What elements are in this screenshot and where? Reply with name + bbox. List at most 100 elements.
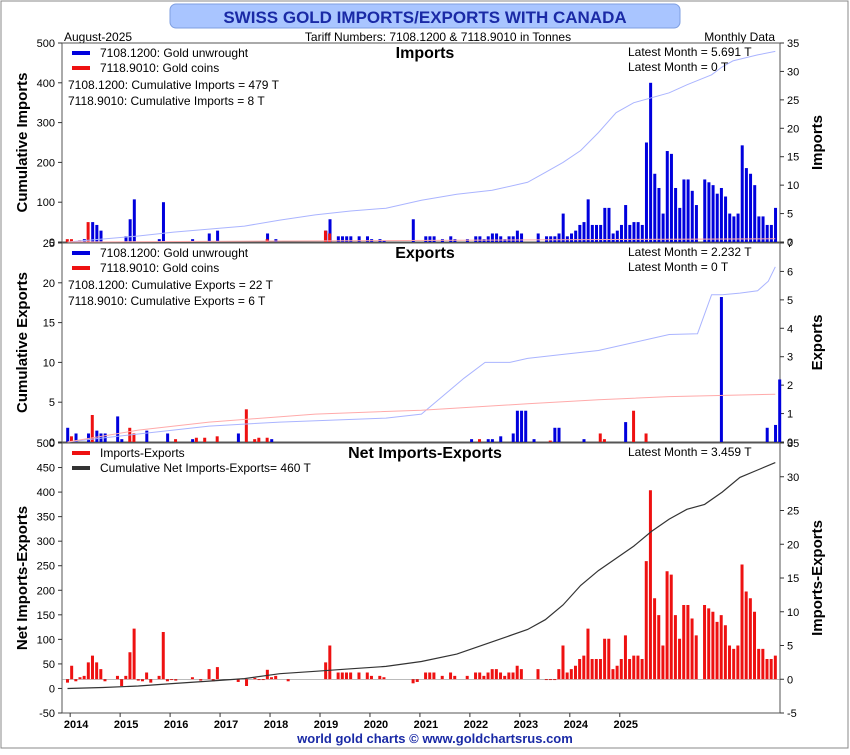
chart-title: SWISS GOLD IMPORTS/EXPORTS WITH CANADA	[223, 8, 626, 27]
x-tick-label: 2021	[414, 719, 438, 731]
bar-series1	[765, 224, 769, 242]
bar-series1	[349, 236, 353, 242]
bar-series1	[732, 648, 736, 680]
bar-series1	[748, 598, 752, 680]
latest-month-label: Latest Month = 2.232 T	[628, 245, 752, 259]
x-tick-label: 2018	[264, 719, 288, 731]
bar-series1	[453, 675, 457, 680]
bar-series1	[615, 230, 619, 242]
bar-series1	[665, 151, 669, 242]
bar-series1	[694, 635, 698, 680]
bar-series1	[344, 672, 348, 680]
x-tick-label: 2016	[164, 719, 188, 731]
bar-series1	[411, 219, 415, 242]
left-tick-label: 50	[43, 659, 55, 671]
bar-series1	[428, 672, 432, 680]
bar-series1	[557, 427, 561, 442]
right-tick-label: 15	[787, 152, 799, 164]
bar-series1	[732, 216, 736, 242]
bar-series1	[266, 233, 270, 242]
bar-series1	[257, 679, 261, 681]
bar-series1	[636, 222, 640, 242]
bar-series1	[357, 672, 361, 680]
left-axis-title: Cumulative Imports	[14, 72, 31, 212]
right-tick-label: 0	[787, 437, 793, 449]
bar-series1	[536, 669, 540, 680]
tariff-label: Tariff Numbers: 7108.1200 & 7118.9010 in…	[305, 30, 571, 44]
latest-month-label: Latest Month = 5.691 T	[628, 45, 752, 59]
bar-series1	[570, 233, 574, 242]
bar-series1	[432, 672, 436, 680]
bar-series1	[628, 224, 632, 242]
bar-series1	[757, 648, 761, 680]
legend-swatch	[72, 251, 90, 255]
bar-series1	[582, 655, 586, 680]
bar-series1	[640, 659, 644, 680]
bar-series1	[619, 659, 623, 680]
bar-series1	[686, 605, 690, 680]
left-tick-label: 100	[37, 634, 55, 646]
bar-series1	[582, 222, 586, 242]
bar-series1	[719, 615, 723, 680]
bar-series1	[594, 659, 598, 680]
bar-series1	[536, 233, 540, 242]
right-axis-title: Imports	[809, 115, 826, 170]
bar-series1	[607, 638, 611, 680]
right-tick-label: 35	[787, 38, 799, 50]
bar-series1	[511, 236, 515, 242]
bar-series1	[136, 679, 140, 681]
bar-series1	[91, 222, 95, 242]
left-tick-label: 400	[37, 78, 55, 90]
bar-series1	[369, 675, 373, 680]
bar-series1	[507, 672, 511, 680]
bar-series1	[365, 236, 369, 242]
bar-series1	[486, 672, 490, 680]
bar-series2	[194, 437, 198, 442]
bar-series1	[124, 675, 128, 680]
latest-month-label: Latest Month = 3.459 T	[628, 445, 752, 459]
left-axis-title: Cumulative Exports	[14, 272, 31, 413]
bar-series1	[382, 677, 386, 680]
bar-series1	[774, 424, 778, 442]
bar-series1	[724, 196, 728, 242]
x-tick-label: 2014	[64, 719, 89, 731]
bar-series1	[678, 638, 682, 680]
bar-series1	[124, 236, 128, 242]
bar-series1	[336, 672, 340, 680]
bar-series1	[545, 236, 549, 242]
bar-series1	[95, 224, 99, 242]
bar-series2	[644, 433, 648, 442]
bar-series1	[78, 677, 82, 680]
bar-series2	[132, 433, 136, 442]
bar-series1	[765, 427, 769, 442]
bar-series1	[648, 490, 652, 680]
left-tick-label: 100	[37, 197, 55, 209]
left-tick-label: 300	[37, 536, 55, 548]
bar-series1	[757, 216, 761, 242]
bar-series1	[120, 439, 124, 442]
bar-series1	[736, 213, 740, 242]
bar-series1	[603, 638, 607, 680]
left-tick-label: 0	[49, 683, 55, 695]
bar-series1	[520, 233, 524, 242]
panel-net: -50050100150200250300350400450500-505101…	[14, 438, 826, 731]
legend-label: 7108.1200: Gold unwrought	[100, 246, 249, 260]
footer-credit: world gold charts © www.goldchartsrus.co…	[296, 731, 573, 746]
bar-series1	[711, 611, 715, 680]
bar-series1	[615, 665, 619, 680]
bar-series1	[66, 427, 70, 442]
cumulative-line	[67, 238, 776, 243]
right-tick-label: 2	[787, 380, 793, 392]
bar-series2	[328, 233, 332, 242]
bar-series1	[524, 410, 528, 442]
right-tick-label: 10	[787, 180, 799, 192]
bar-series1	[482, 675, 486, 680]
bar-series1	[490, 669, 494, 680]
bar-series1	[432, 236, 436, 242]
bar-series1	[549, 236, 553, 242]
right-tick-label: 25	[787, 506, 799, 518]
right-tick-label: 25	[787, 95, 799, 107]
panel-imports: 0 100 200 300 400 500 0 5 10 15 20 25 30 35 Cumulative…	[14, 38, 826, 249]
bar-series1	[769, 224, 773, 242]
